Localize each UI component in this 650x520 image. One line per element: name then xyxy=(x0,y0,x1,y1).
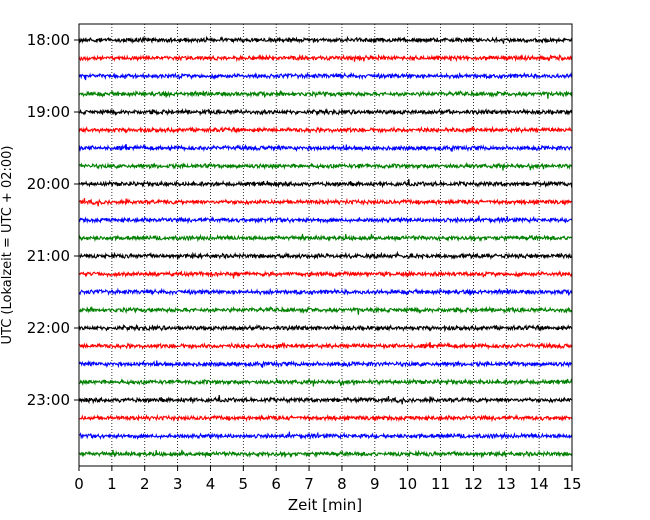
seismogram-trace xyxy=(78,431,573,441)
y-tick-label: 18:00 xyxy=(27,31,70,49)
seismogram-trace xyxy=(78,449,573,459)
y-tick-label: 19:00 xyxy=(27,103,70,121)
seismogram-trace xyxy=(78,413,573,423)
seismogram-trace xyxy=(78,270,573,279)
y-tick-label: 23:00 xyxy=(27,391,70,409)
x-tick-label: 10 xyxy=(398,475,417,493)
x-tick-label: 2 xyxy=(140,475,150,493)
y-axis-label: UTC (Lokalzeit = UTC + 02:00) xyxy=(0,146,15,345)
seismogram-trace xyxy=(78,161,573,171)
seismogram-trace xyxy=(78,179,573,189)
y-tick-label: 22:00 xyxy=(27,319,70,337)
x-axis-ticks: 0 1 2 3 4 5 6 7 8 9 10 11 12 13 14 15 xyxy=(74,466,582,493)
seismogram-trace xyxy=(78,287,573,296)
seismogram-trace xyxy=(78,323,573,333)
x-tick-label: 11 xyxy=(431,475,450,493)
x-tick-label: 4 xyxy=(206,475,216,493)
seismogram-trace xyxy=(78,89,573,99)
seismogram-trace xyxy=(78,107,573,117)
plot-frame xyxy=(78,23,573,467)
seismogram-trace xyxy=(78,125,573,135)
x-tick-label: 5 xyxy=(239,475,249,493)
y-tick-label: 20:00 xyxy=(27,175,70,193)
x-tick-label: 8 xyxy=(337,475,347,493)
seismogram-trace xyxy=(78,71,573,81)
seismogram-trace xyxy=(78,143,573,153)
x-tick-label: 9 xyxy=(370,475,380,493)
x-tick-label: 0 xyxy=(74,475,84,493)
x-tick-label: 14 xyxy=(530,475,549,493)
x-tick-label: 1 xyxy=(107,475,117,493)
x-axis-label: Zeit [min] xyxy=(288,496,362,514)
seismogram-trace xyxy=(78,305,573,315)
seismogram-trace xyxy=(78,250,573,261)
seismogram-trace xyxy=(78,197,573,207)
seismogram-trace xyxy=(78,53,573,63)
y-axis-ticks: 18:00 19:00 20:00 21:00 22:00 23:00 xyxy=(27,31,79,409)
x-tick-label: 6 xyxy=(271,475,281,493)
seismogram-trace xyxy=(78,341,573,351)
y-tick-label: 21:00 xyxy=(27,247,70,265)
x-tick-label: 7 xyxy=(304,475,314,493)
seismogram-trace xyxy=(78,395,573,405)
x-tick-label: 3 xyxy=(173,475,183,493)
x-tick-label: 13 xyxy=(497,475,516,493)
seismogram-trace xyxy=(78,233,573,243)
seismogram-trace xyxy=(78,35,573,45)
x-tick-label: 15 xyxy=(562,475,581,493)
seismogram-trace xyxy=(78,215,573,225)
plot-background xyxy=(79,24,572,466)
seismogram-trace xyxy=(78,377,573,387)
seismogram-trace xyxy=(78,359,573,369)
x-tick-label: 12 xyxy=(464,475,483,493)
seismogram-traces xyxy=(78,35,573,459)
